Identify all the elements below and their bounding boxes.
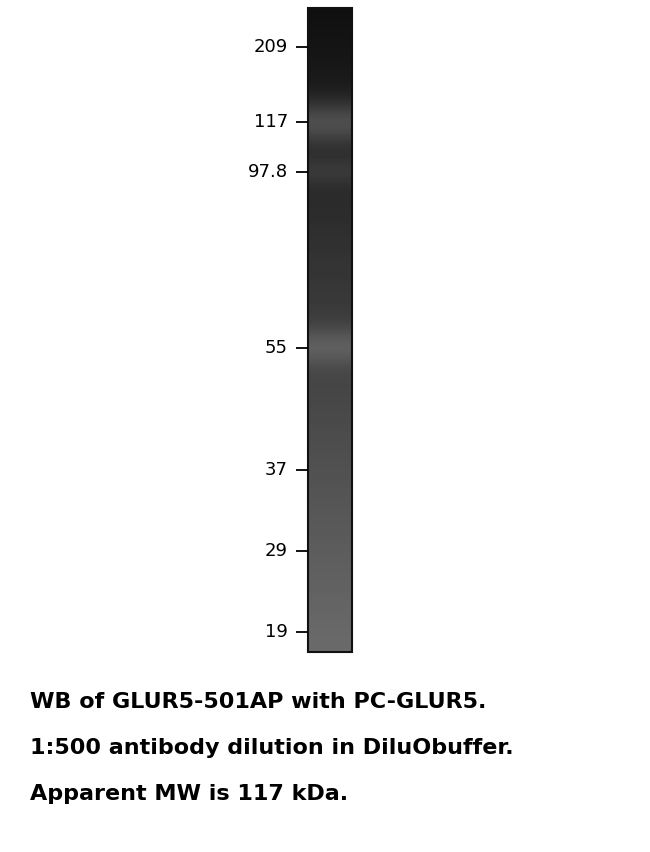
Text: 97.8: 97.8 [248,163,288,181]
Text: WB of GLUR5-501AP with PC-GLUR5.: WB of GLUR5-501AP with PC-GLUR5. [30,692,486,712]
Text: 37: 37 [265,461,288,479]
Text: 209: 209 [254,38,288,56]
Text: 1:500 antibody dilution in DiluObuffer.: 1:500 antibody dilution in DiluObuffer. [30,738,514,758]
Text: 117: 117 [254,113,288,131]
Bar [308,8,352,652]
Text: 19: 19 [265,623,288,641]
Text: 29: 29 [265,542,288,560]
Text: 55: 55 [265,339,288,357]
Text: Apparent MW is 117 kDa.: Apparent MW is 117 kDa. [30,784,348,804]
